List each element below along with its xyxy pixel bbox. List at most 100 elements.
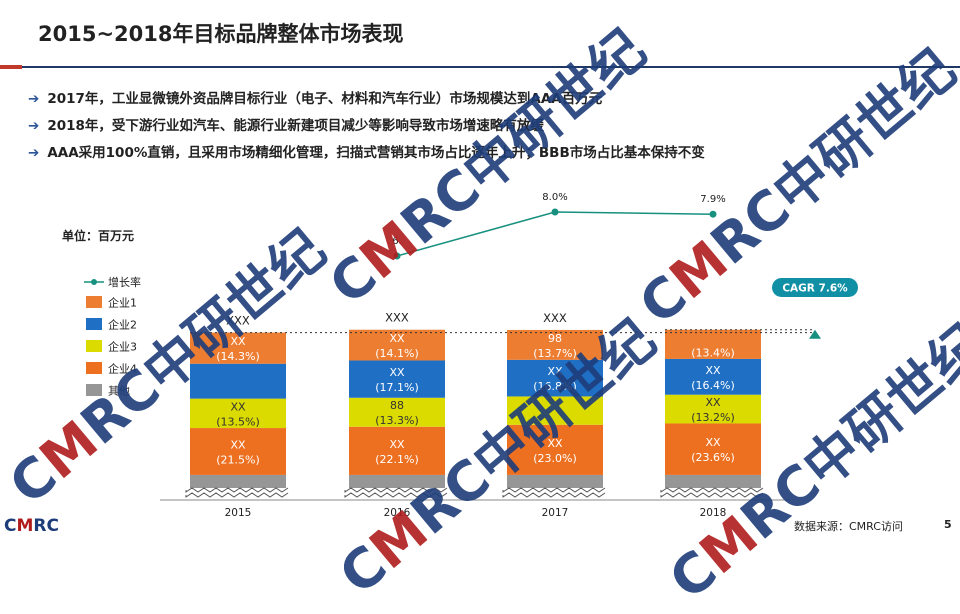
cagr-label: CAGR 7.6% [782,283,848,295]
bar-segment [190,398,286,429]
axis-break-mark [344,487,448,493]
bullet-text: AAA采用100%直销，且采用市场精细化管理，扫描式营销其市场占比逐年上升；BB… [47,145,705,161]
x-tick-label: 2017 [542,507,569,519]
bar-segment [349,426,445,475]
bullet-item: ➔ AAA采用100%直销，且采用市场精细化管理，扫描式营销其市场占比逐年上升；B… [28,140,705,167]
legend-label: 企业2 [108,318,137,332]
bullet-item: ➔ 2017年，工业显微镜外资品牌目标行业（电子、材料和汽车行业）市场规模达到AA… [28,86,705,113]
segment-share-label: (23.0%) [533,452,577,465]
unit-label: 单位：百万元 [62,228,134,243]
legend-swatch [86,340,102,352]
growth-point [709,210,717,218]
legend-label: 增长率 [108,275,141,289]
legend-line-marker [91,279,97,285]
bar-segment [349,329,445,361]
segment-value-label: XX [705,396,721,409]
segment-share-label: (16.4%) [691,379,735,392]
segment-value-label: XX [230,438,246,451]
segment-share-label: (16.8%) [533,380,577,393]
legend-label: 企业4 [108,362,137,376]
title-accent-bar [0,65,22,69]
segment-value-label: XX [547,437,563,450]
logo-text: M [16,516,34,536]
segment-share-label: (21.5%) [216,453,260,466]
segment-value-label: 88 [390,399,404,412]
bar-segment [507,329,603,360]
bullet-text: 2017年，工业显微镜外资品牌目标行业（电子、材料和汽车行业）市场规模达到AAA… [47,91,603,107]
bar-segment [349,397,445,427]
axis-break-mark [502,487,606,493]
bar-segment [665,474,761,488]
axis-break-mark [344,492,448,498]
legend-swatch [86,296,102,308]
legend-label: 企业3 [108,340,137,354]
company-logo: CMRC [4,516,59,536]
x-tick-label: 2018 [700,507,727,519]
bar-segment [507,474,603,488]
bar-segment [665,423,761,475]
segment-value-label: XX [547,365,563,378]
title-divider [22,66,960,68]
arrow-icon: ➔ [28,118,40,134]
page-number: 5 [944,518,952,531]
bar-total-label: XXX [385,311,409,325]
growth-point [393,252,401,260]
arrow-icon: ➔ [28,91,40,107]
segment-share-label: (13.4%) [691,346,735,359]
logo-text: C [4,516,17,536]
bar-segment [190,474,286,488]
market-chart: XX(21.5%)XX(13.5%)XX(14.3%)2015XXXXX(22.… [62,192,858,519]
legend-label: 企业1 [108,296,137,310]
segment-share-label: (23.6%) [691,451,735,464]
axis-break-mark [185,492,289,498]
segment-share-label: (22.1%) [375,453,419,466]
cagr-badge [772,278,858,297]
legend-swatch [86,318,102,330]
segment-share-label: (13.7%) [533,347,577,360]
segment-share-label: (13.5%) [216,415,260,428]
segment-value-label: XX [230,400,246,413]
bar-segment [349,474,445,488]
segment-value-label: XX [705,436,721,449]
segment-value-label: XX [705,364,721,377]
bullet-item: ➔ 2018年，受下游行业如汽车、能源行业新建项目减少等影响导致市场增速略有放缓 [28,113,705,140]
bar-segment [507,424,603,475]
axis-break-mark [502,492,606,498]
bar-segment [507,359,603,397]
bar-segment [190,332,286,364]
segment-share-label: (14.1%) [375,347,419,360]
x-tick-label: 2015 [225,507,252,519]
legend-swatch [86,362,102,374]
bar-segment [190,363,286,399]
axis-break-mark [660,487,764,493]
segment-share-label: (17.1%) [375,381,419,394]
growth-value-label: 6. [392,236,402,247]
axis-break-mark [185,487,289,493]
x-tick-label: 2016 [384,507,411,519]
axis-break-mark [660,492,764,498]
bar-total-label: XXX [226,314,250,328]
segment-share-label: (13.2%) [691,411,735,424]
growth-point [551,208,559,216]
growth-value-label: 7.9% [700,194,725,205]
bar-segment [507,396,603,425]
arrow-icon: ➔ [28,145,40,161]
bar-segment [190,428,286,475]
segment-value-label: XX [389,366,405,379]
bar-segment [665,329,761,359]
segment-share-label: (14.3%) [216,350,260,363]
legend-swatch [86,384,102,396]
bar-segment [665,358,761,395]
logo-text: RC [33,516,59,536]
segment-value-label: 98 [548,332,562,345]
segment-value-label: XX [230,335,246,348]
page-title: 2015~2018年目标品牌整体市场表现 [38,22,404,46]
bar-segment [665,394,761,424]
growth-value-label: 8.0% [542,192,567,203]
cagr-arrow-head [809,329,821,339]
segment-share-label: (13.3%) [375,414,419,427]
bullet-text: 2018年，受下游行业如汽车、能源行业新建项目减少等影响导致市场增速略有放缓 [47,118,544,134]
data-source: 数据来源：CMRC访问 [794,520,903,533]
bullet-list: ➔ 2017年，工业显微镜外资品牌目标行业（电子、材料和汽车行业）市场规模达到AA… [28,86,705,167]
bar-total-label: XXX [543,311,567,325]
